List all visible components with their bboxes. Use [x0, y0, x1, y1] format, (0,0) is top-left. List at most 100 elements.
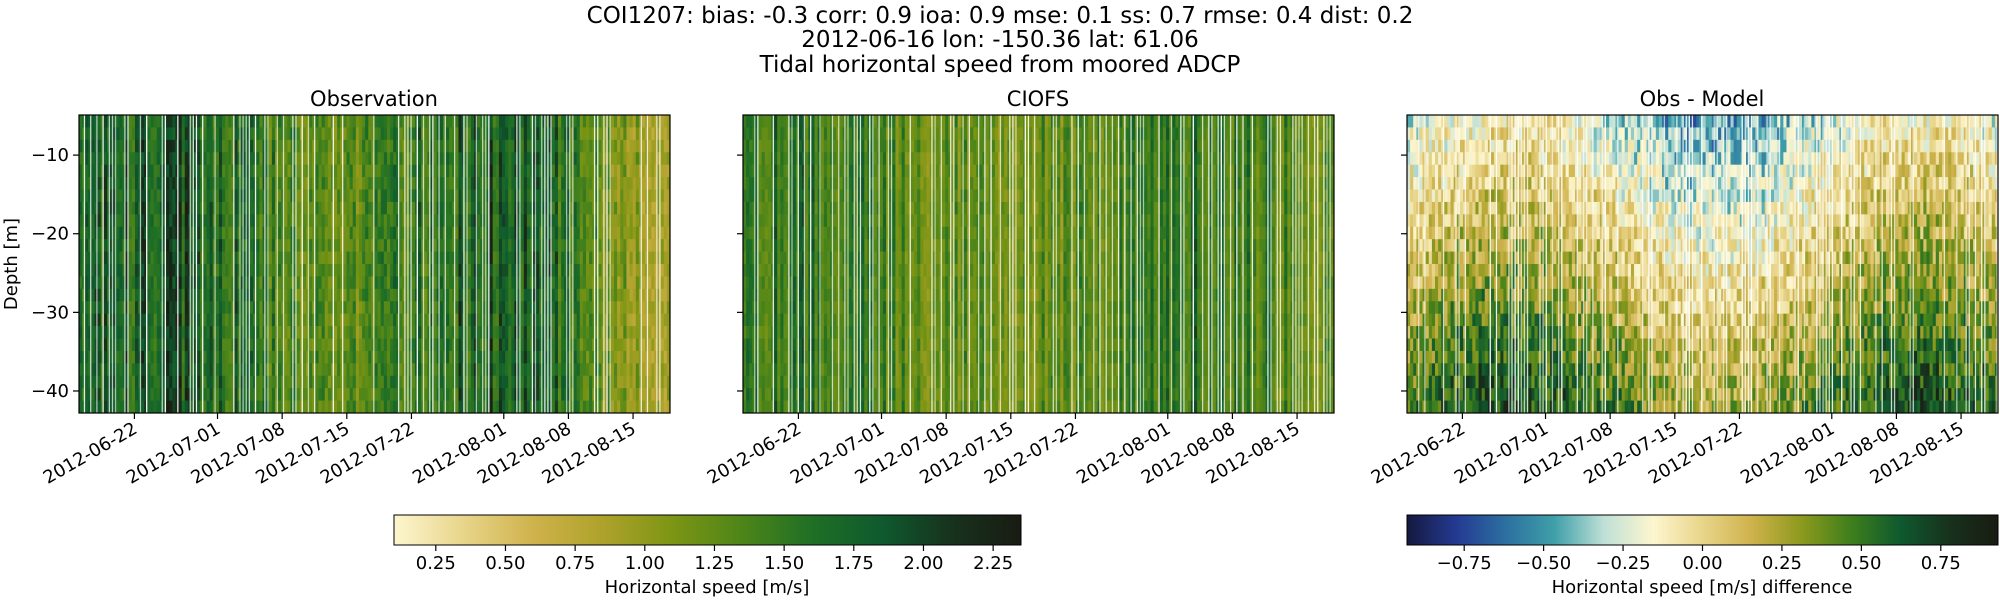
heatmap-cell [749, 313, 753, 327]
heatmap-cell [663, 189, 668, 203]
heatmap-cell [203, 226, 207, 240]
heatmap-cell [134, 400, 139, 414]
heatmap-cell [393, 177, 397, 190]
data-gap-stripe [242, 115, 244, 413]
heatmap-cell [743, 189, 747, 203]
heatmap-cell [424, 338, 428, 352]
heatmap-cell [197, 214, 201, 228]
heatmap-cell [343, 127, 347, 141]
heatmap-cell [526, 264, 531, 277]
heatmap-cell [141, 350, 145, 364]
heatmap-column [330, 115, 335, 414]
heatmap-cell [271, 239, 276, 252]
heatmap-cell [218, 388, 223, 401]
heatmap-cell [635, 164, 640, 178]
heatmap-column [343, 115, 347, 414]
heatmap-cell [358, 313, 363, 327]
heatmap-cell [103, 152, 108, 166]
heatmap-cell [315, 139, 319, 153]
heatmap-cell [150, 201, 154, 215]
heatmap-cell [455, 350, 459, 364]
heatmap-cell [79, 152, 83, 166]
heatmap-cell [576, 189, 581, 203]
heatmap-cell [495, 115, 500, 128]
heatmap-cell [598, 400, 602, 414]
heatmap-cell [334, 326, 338, 339]
heatmap-cell [626, 313, 630, 327]
data-gap-stripe [534, 115, 537, 413]
heatmap-cell [393, 214, 397, 228]
heatmap-column [567, 115, 571, 414]
heatmap-cell [458, 189, 462, 203]
heatmap-cell [153, 350, 158, 364]
heatmap-cell [632, 264, 637, 277]
heatmap-cell [287, 288, 291, 302]
heatmap-cell [383, 288, 388, 302]
heatmap-cell [79, 326, 83, 339]
heatmap-cell [85, 239, 89, 252]
heatmap-cell [573, 388, 578, 401]
heatmap-cell [134, 326, 139, 339]
heatmap-cell [225, 239, 229, 252]
heatmap-cell [411, 400, 416, 414]
heatmap-cell [502, 226, 506, 240]
heatmap-column [461, 115, 466, 414]
heatmap-cell [218, 239, 223, 252]
x-axis-observation: 2012-06-222012-07-012012-07-082012-07-15… [40, 413, 640, 489]
heatmap-cell [589, 127, 593, 141]
heatmap-cell [215, 139, 220, 153]
heatmap-cell [551, 239, 556, 252]
heatmap-cell [651, 350, 655, 364]
heatmap-column [358, 115, 363, 414]
heatmap-cell [228, 239, 232, 252]
heatmap-cell [228, 264, 232, 277]
heatmap-cell [749, 388, 753, 401]
heatmap-cell [206, 127, 210, 141]
heatmap-cell [626, 400, 630, 414]
heatmap-cell [278, 251, 282, 265]
heatmap-cell [250, 214, 254, 228]
heatmap-cell [103, 338, 108, 352]
heatmap-cell [573, 326, 578, 339]
heatmap-cell [660, 201, 665, 215]
heatmap-cell [349, 226, 354, 240]
heatmap-cell [271, 338, 276, 352]
heatmap-cell [743, 326, 747, 339]
heatmap-cell [169, 214, 173, 228]
heatmap-cell [589, 251, 593, 265]
heatmap-cell [498, 338, 503, 352]
heatmap-cell [508, 152, 512, 166]
heatmap-cell [505, 313, 509, 327]
heatmap-cell [352, 226, 357, 240]
heatmap-cell [558, 363, 562, 377]
heatmap-cell [489, 313, 494, 327]
heatmap-cell [635, 177, 640, 190]
heatmap-cell [234, 239, 238, 252]
data-gap-stripe [83, 115, 86, 413]
heatmap-cell [433, 301, 438, 315]
heatmap-cell [169, 301, 173, 315]
y-axis-observation: −10−20−30−40 [31, 145, 79, 402]
heatmap-cell [103, 288, 108, 302]
heatmap-cell [651, 313, 655, 327]
panel-title-ciofs: CIOFS [1007, 87, 1069, 111]
heatmap-cell [651, 239, 655, 252]
heatmap-cell [663, 164, 668, 178]
heatmap-cell [635, 363, 640, 377]
heatmap-column [402, 115, 406, 414]
heatmap-cell [558, 226, 562, 240]
heatmap-cell [449, 214, 453, 228]
heatmap-cell [511, 251, 515, 265]
heatmap-cell [458, 350, 462, 364]
heatmap-cell [558, 164, 562, 178]
heatmap-cell [467, 177, 472, 190]
heatmap-cell [218, 201, 223, 215]
heatmap-column [324, 115, 329, 414]
heatmap-cell [296, 326, 301, 339]
heatmap-cell [446, 201, 450, 215]
heatmap-cell [268, 177, 273, 190]
heatmap-cell [399, 301, 403, 315]
heatmap-cell [346, 363, 350, 377]
heatmap-cell [97, 189, 102, 203]
